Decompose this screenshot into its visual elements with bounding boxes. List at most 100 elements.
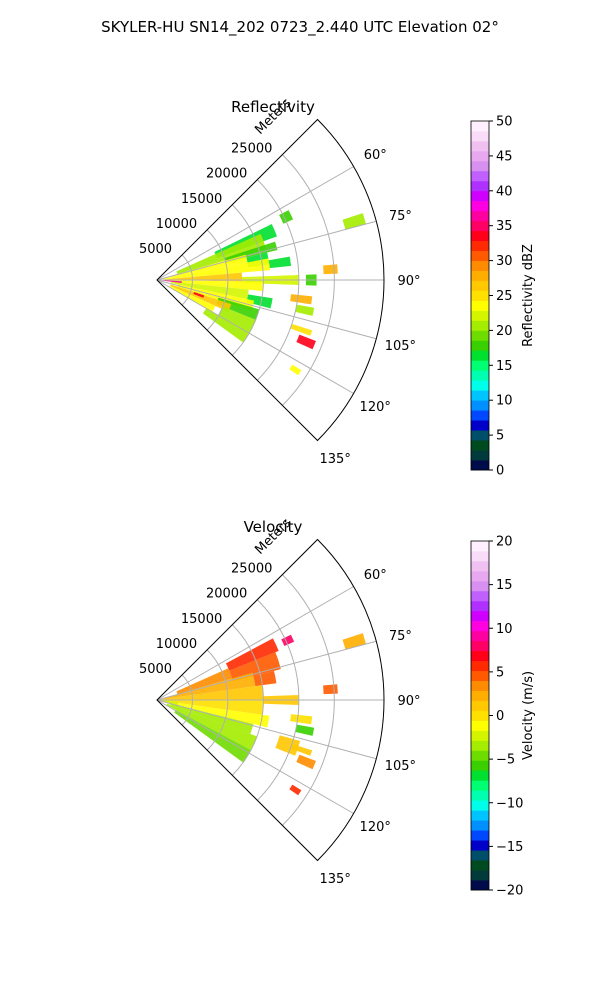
range-tick-label: 15000 (181, 612, 222, 627)
colorbar-tick-label: −10 (496, 796, 523, 811)
colorbar-segment (471, 260, 489, 271)
colorbar-segment (471, 340, 489, 351)
azimuth-gridline (156, 586, 354, 701)
colorbar-segment (471, 370, 489, 381)
colorbar-segment (471, 360, 489, 371)
colorbar-tick-label: 20 (496, 535, 513, 550)
colorbar-segment (471, 760, 489, 771)
colorbar-segment (471, 610, 489, 622)
colorbar-tick-label: 10 (496, 622, 513, 637)
colorbar-segment (471, 620, 489, 632)
range-tick-label: 25000 (231, 142, 272, 157)
velocity-panel: Velocity 60° 75° 90° 105° 120° 135° 5000 10000 1… (139, 516, 536, 899)
colorbar-tick-label: 15 (496, 578, 513, 593)
colorbar-tick-label: 50 (496, 115, 513, 130)
colorbar-tick-label: −15 (496, 840, 523, 855)
colorbar-label: Velocity (m/s) (521, 671, 536, 760)
sector-outline (156, 118, 385, 442)
radar-cell (268, 256, 292, 269)
colorbar-segment (471, 121, 489, 132)
azimuth-gridline (156, 699, 377, 760)
colorbar-segment (471, 550, 489, 562)
reflectivity-colorbar: 0 5 10 15 20 25 30 35 40 45 50 Reflectivity dBZ (470, 115, 536, 479)
colorbar-tick-label: 45 (496, 149, 513, 164)
colorbar-segment (471, 560, 489, 572)
colorbar-segment (471, 190, 489, 202)
radar-cell (253, 670, 277, 687)
radar-cell (160, 685, 264, 700)
azimuth-gridline (156, 166, 354, 281)
colorbar-segment (471, 580, 489, 592)
azimuth-tick-label: 75° (389, 629, 412, 644)
reflectivity-panel: Reflectivity 60° 75° 90° 105° 120° 135° 5000 10… (139, 96, 536, 479)
polar-grid (156, 154, 384, 406)
velocity-plot: 60° 75° 90° 105° 120° 135° 5000 10000 15000 20000… (139, 516, 421, 888)
reflectivity-title: Reflectivity (231, 98, 315, 116)
colorbar-segment (471, 230, 489, 242)
colorbar-segment (471, 410, 489, 421)
radar-cell (193, 292, 205, 298)
radar-cell (323, 264, 338, 275)
radar-cell (163, 258, 271, 280)
colorbar-tick-label: 0 (496, 709, 504, 724)
colorbar-segment (471, 160, 489, 172)
colorbar-segment (471, 541, 489, 552)
azimuth-tick-label: 105° (385, 759, 416, 774)
colorbar-segment (471, 240, 489, 252)
radar-cell (160, 700, 264, 715)
colorbar-segment (471, 820, 489, 831)
velocity-colorbar: −20 −15 −10 −5 0 5 10 15 20 Velocity (m/s) (470, 535, 536, 899)
colorbar-segment (471, 770, 489, 781)
radar-cell (174, 709, 251, 763)
range-tick-label: 10000 (156, 217, 197, 232)
colorbar-segment (471, 290, 489, 301)
radar-cell (229, 652, 281, 682)
colorbar-segment (471, 710, 489, 721)
colorbar-segment (471, 450, 489, 461)
colorbar-segment (471, 380, 489, 391)
azimuth-gridline (156, 220, 377, 281)
azimuth-tick-label: 105° (385, 339, 416, 354)
colorbar-label: Reflectivity dBZ (521, 244, 536, 347)
colorbar-segment (471, 780, 489, 791)
radar-cell (289, 364, 302, 376)
colorbar-segment (471, 350, 489, 361)
range-tick-label: 15000 (181, 192, 222, 207)
radar-cell (160, 280, 182, 284)
colorbar-tick-label: −20 (496, 884, 523, 899)
radar-cell (225, 638, 279, 671)
radar-cell (170, 701, 270, 728)
colorbar-segment (471, 170, 489, 182)
azimuth-tick-label: 135° (320, 452, 351, 467)
colorbar-segment (471, 870, 489, 881)
colorbar-segment (471, 310, 489, 321)
azimuth-tick-label: 60° (364, 568, 387, 583)
colorbar-segment (471, 750, 489, 761)
colorbar-tick-label: 0 (496, 464, 504, 479)
figure-title: SKYLER-HU SN14_202 0723_2.440 UTC Elevat… (101, 18, 499, 37)
azimuth-gridline (156, 279, 377, 340)
colorbar-tick-label: 20 (496, 324, 513, 339)
colorbar-segment (471, 630, 489, 642)
colorbar-segment (471, 330, 489, 341)
radar-cells (160, 210, 366, 376)
colorbar-segment (471, 440, 489, 451)
colorbar-tick-label: 25 (496, 289, 513, 304)
colorbar-segment (471, 320, 489, 331)
colorbar-segment (471, 740, 489, 751)
radar-cell (246, 294, 273, 309)
radar-cell (295, 724, 315, 736)
range-tick-label: 10000 (156, 637, 197, 652)
azimuth-gridline (156, 279, 354, 394)
colorbar-segment (471, 210, 489, 222)
colorbar-segment (471, 670, 489, 681)
reflectivity-plot: 60° 75° 90° 105° 120° 135° 5000 10000 15000 20000… (139, 96, 421, 468)
colorbar-segment (471, 690, 489, 701)
colorbar-tick-label: 10 (496, 394, 513, 409)
velocity-title: Velocity (244, 518, 303, 536)
radar-cell (275, 735, 301, 756)
colorbar-segment (471, 180, 489, 192)
azimuth-tick-label: 75° (389, 209, 412, 224)
radar-cell (323, 684, 338, 695)
azimuth-tick-label: 120° (360, 400, 391, 415)
